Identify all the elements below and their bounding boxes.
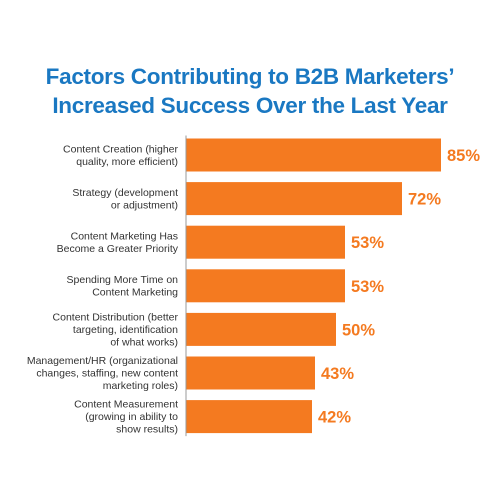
- category-label-7-line-2: (growing in ability to: [85, 411, 178, 423]
- category-label-4-line-1: Spending More Time on: [67, 274, 179, 286]
- category-label-5-line-3: of what works): [110, 336, 178, 348]
- category-label-7-line-1: Content Measurement: [74, 399, 178, 411]
- category-label-5-line-1: Content Distribution (better: [53, 311, 179, 323]
- chart-title-line-2: Increased Success Over the Last Year: [52, 93, 448, 118]
- value-labels: 85% 72% 53% 53% 50% 43% 42%: [318, 147, 480, 427]
- value-label-7: 42%: [318, 409, 351, 427]
- category-label-1: Content Creation (higher quality, more ef…: [63, 143, 178, 168]
- category-label-6-line-2: changes, staffing, new content: [36, 368, 178, 380]
- bar-1: [186, 138, 441, 172]
- category-label-4: Spending More Time on Content Marketing: [67, 274, 179, 299]
- bar-3: [186, 225, 345, 259]
- bars: [186, 138, 441, 434]
- category-labels: Content Creation (higher quality, more ef…: [27, 143, 179, 435]
- category-label-3-line-2: Become a Greater Priority: [57, 243, 179, 255]
- value-label-4: 53%: [351, 278, 384, 296]
- value-label-5: 50%: [342, 321, 375, 339]
- bar-5: [186, 312, 336, 346]
- chart-title: Factors Contributing to B2B Marketers’ I…: [0, 62, 500, 120]
- category-label-3: Content Marketing Has Become a Greater Pr…: [57, 230, 179, 255]
- chart-title-line-1: Factors Contributing to B2B Marketers’: [45, 64, 455, 89]
- category-label-3-line-1: Content Marketing Has: [71, 230, 178, 242]
- category-label-7-line-3: show results): [116, 424, 178, 436]
- category-label-6: Management/HR (organizational changes, st…: [27, 355, 178, 392]
- bar-4: [186, 269, 345, 303]
- bar-7: [186, 400, 312, 434]
- value-label-1: 85%: [447, 147, 480, 165]
- value-label-2: 72%: [408, 191, 441, 209]
- category-label-5-line-2: targeting, identification: [73, 324, 178, 336]
- category-label-4-line-2: Content Marketing: [92, 287, 178, 299]
- bar-2: [186, 182, 402, 216]
- category-label-2-line-2: or adjustment): [111, 199, 178, 211]
- category-label-7: Content Measurement (growing in ability t…: [74, 399, 178, 436]
- bar-6: [186, 356, 315, 390]
- category-label-2: Strategy (development or adjustment): [72, 187, 178, 212]
- category-label-5: Content Distribution (better targeting, i…: [53, 311, 179, 348]
- category-label-6-line-3: marketing roles): [103, 380, 178, 392]
- category-label-1-line-2: quality, more efficient): [76, 156, 178, 168]
- value-label-3: 53%: [351, 234, 384, 252]
- value-label-6: 43%: [321, 365, 354, 383]
- category-label-1-line-1: Content Creation (higher: [63, 143, 178, 155]
- category-label-2-line-1: Strategy (development: [72, 187, 178, 199]
- category-label-6-line-1: Management/HR (organizational: [27, 355, 178, 367]
